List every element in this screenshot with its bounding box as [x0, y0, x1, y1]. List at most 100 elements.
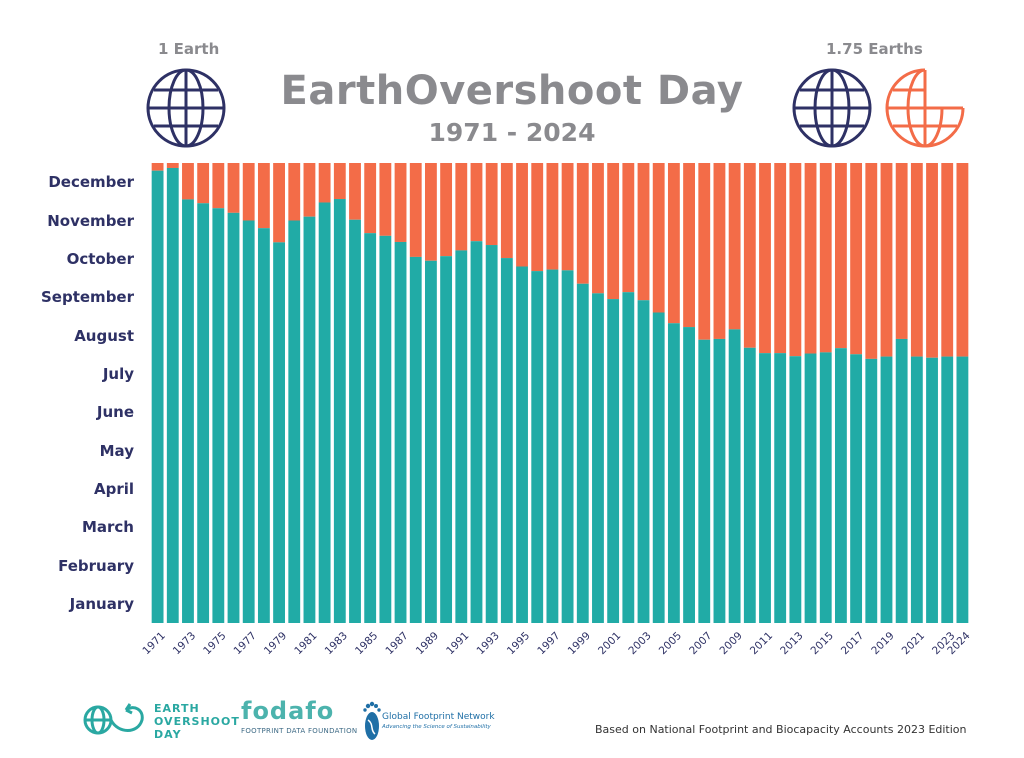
x-tick-label: 2007 — [687, 630, 714, 657]
bar-overshoot-2017 — [850, 354, 863, 623]
bar-overshoot-2007 — [698, 339, 711, 623]
bar-overshoot-2003 — [637, 300, 650, 623]
bar-remainder-1997 — [546, 163, 559, 270]
bar-remainder-1996 — [531, 163, 544, 272]
globe-icon — [146, 68, 226, 148]
x-tick-label: 1987 — [383, 630, 410, 657]
bar-remainder-2017 — [850, 163, 863, 355]
bar-overshoot-2022 — [926, 357, 938, 623]
y-tick-label: June — [96, 403, 134, 422]
bar-overshoot-1993 — [485, 245, 498, 623]
bar-remainder-2021 — [910, 163, 923, 357]
bar-overshoot-1976 — [227, 212, 240, 623]
bar-overshoot-1989 — [425, 260, 437, 623]
bar-remainder-2001 — [607, 163, 620, 300]
y-tick-label: July — [102, 364, 134, 383]
bar-overshoot-1985 — [364, 233, 377, 623]
bar-remainder-2015 — [819, 163, 832, 353]
overshoot-bar-chart: 1971 1973 1975 1977 1979 1981 1983 1985 1987 1989… — [140, 163, 973, 658]
bar-overshoot-1978 — [257, 228, 270, 624]
bar-remainder-1972 — [166, 163, 179, 168]
bar-remainder-1993 — [485, 163, 498, 246]
bar-remainder-1982 — [318, 163, 331, 203]
bar-remainder-2019 — [880, 163, 893, 357]
bar-remainder-2016 — [835, 163, 847, 349]
bar-overshoot-2020 — [895, 338, 908, 623]
bar-overshoot-1995 — [516, 266, 528, 623]
bar-overshoot-2014 — [804, 353, 817, 623]
bar-remainder-1978 — [257, 163, 270, 229]
bar-overshoot-1994 — [500, 258, 513, 623]
bar-remainder-2018 — [865, 163, 878, 359]
bar-overshoot-1974 — [197, 203, 210, 623]
chart-subtitle: 1971 - 2024 — [428, 118, 596, 147]
bar-remainder-2014 — [804, 163, 817, 354]
x-axis-tick-labels: 1971 1973 1975 1977 1979 1981 1983 1985 1987 1989… — [140, 630, 972, 658]
one-earth-label: 1 Earth — [158, 40, 220, 58]
bar-overshoot-1987 — [394, 241, 407, 623]
bar-remainder-2002 — [622, 163, 635, 293]
footprint-icon — [363, 701, 381, 740]
x-tick-label: 1973 — [171, 630, 198, 657]
bar-remainder-2008 — [713, 163, 726, 339]
bar-overshoot-1981 — [303, 216, 316, 624]
bar-overshoot-1988 — [409, 256, 422, 623]
earth-overshoot-day-logo-icon — [83, 703, 144, 735]
bar-remainder-2005 — [667, 163, 680, 324]
x-tick-label: 2015 — [809, 630, 836, 657]
x-tick-label: 1981 — [292, 630, 319, 657]
x-tick-label: 1991 — [444, 630, 471, 657]
global-footprint-network-logo: Global Footprint Network — [382, 712, 495, 722]
bar-remainder-2004 — [652, 163, 665, 313]
y-tick-label: March — [81, 518, 134, 537]
bar-overshoot-2016 — [835, 348, 847, 623]
bar-remainder-1976 — [227, 163, 240, 213]
bar-overshoot-1984 — [349, 219, 361, 624]
bar-overshoot-2018 — [865, 358, 878, 623]
bar-overshoot-2013 — [789, 356, 802, 623]
bar-remainder-2000 — [592, 163, 604, 294]
bar-overshoot-1971 — [151, 170, 164, 624]
bar-overshoot-1983 — [333, 199, 346, 623]
bar-overshoot-2006 — [683, 327, 695, 623]
bar-overshoot-1972 — [166, 167, 179, 624]
earth-overshoot-day-logo: EARTH OVERSHOOT DAY — [154, 702, 240, 741]
bar-overshoot-2000 — [592, 293, 604, 623]
x-tick-label: 2017 — [839, 630, 866, 657]
x-tick-label: 1999 — [566, 630, 593, 657]
bar-remainder-2009 — [728, 163, 741, 330]
bar-remainder-2013 — [789, 163, 802, 357]
bar-remainder-1985 — [364, 163, 377, 234]
bar-overshoot-1997 — [546, 269, 559, 623]
x-tick-label: 1975 — [201, 630, 228, 657]
bar-overshoot-2024 — [956, 356, 969, 623]
x-tick-label: 2011 — [748, 630, 775, 657]
bar-remainder-1995 — [516, 163, 528, 267]
x-tick-label: 1979 — [262, 630, 289, 657]
bar-remainder-2006 — [683, 163, 695, 328]
y-tick-label: May — [99, 441, 134, 460]
bar-remainder-1989 — [425, 163, 437, 261]
bar-overshoot-1998 — [561, 270, 574, 623]
bar-remainder-1980 — [288, 163, 301, 221]
bar-overshoot-1996 — [531, 271, 544, 623]
bar-remainder-1986 — [379, 163, 392, 236]
bar-remainder-2024 — [956, 163, 969, 357]
bar-remainder-1971 — [151, 163, 164, 171]
bar-remainder-1988 — [409, 163, 422, 257]
bar-overshoot-2010 — [743, 347, 756, 623]
x-tick-label: 1971 — [140, 630, 167, 657]
bar-overshoot-2021 — [910, 356, 923, 623]
logo-line: OVERSHOOT — [154, 715, 240, 728]
bars-group — [151, 163, 969, 624]
logo-line: DAY — [154, 728, 182, 741]
bar-remainder-2011 — [759, 163, 771, 354]
fodafo-logo: fodafo — [241, 697, 335, 725]
bar-remainder-1987 — [394, 163, 407, 242]
bar-remainder-1994 — [500, 163, 513, 259]
partial-globe-icon — [885, 68, 965, 148]
fodafo-logo-subtitle: FOOTPRINT DATA FOUNDATION — [241, 727, 358, 735]
bar-remainder-1998 — [561, 163, 574, 271]
x-tick-label: 2013 — [778, 630, 805, 657]
x-tick-label: 2001 — [596, 630, 623, 657]
